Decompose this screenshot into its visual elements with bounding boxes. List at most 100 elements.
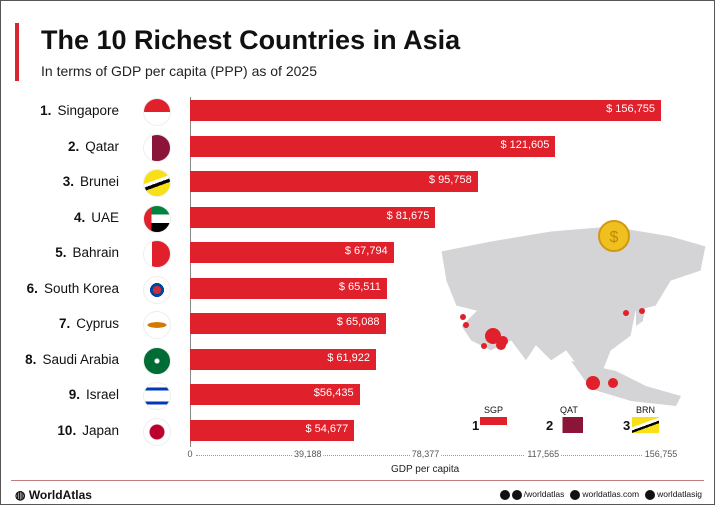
south-korea-flag-icon	[143, 275, 171, 304]
social-links: /worldatlas worldatlas.com worldatlasig	[499, 489, 702, 500]
map-dot-south-korea	[623, 310, 629, 316]
map-dot-israel	[463, 322, 469, 328]
bar-value-label: $56,435	[313, 387, 354, 399]
singapore-flag-icon	[143, 98, 171, 126]
israel-flag-icon	[143, 382, 171, 410]
instagram-icon	[645, 489, 656, 500]
country-label-qatar: 2. Qatar	[68, 139, 119, 154]
country-label-singapore: 1. Singapore	[40, 103, 119, 118]
youtube-icon	[499, 489, 510, 500]
rank-number: 9.	[68, 387, 80, 402]
bar-israel: $56,435	[190, 384, 360, 405]
x-tick-label: 39,188	[291, 449, 324, 459]
map-dot-bahrain	[481, 343, 487, 349]
country-label-uae: 4. UAE	[74, 210, 119, 225]
country-label-bahrain: 5. Bahrain	[55, 245, 119, 260]
bar-cyprus: $ 65,088	[190, 313, 386, 334]
website-link[interactable]: worldatlas.com	[570, 489, 639, 500]
country-label-saudi-arabia: 8. Saudi Arabia	[25, 352, 119, 367]
legend-code-sgp: SGP	[484, 405, 504, 415]
uae-flag-icon	[143, 204, 171, 233]
qatar-flag-icon	[143, 133, 171, 162]
brunei-flag-icon	[143, 169, 171, 197]
bar-japan: $ 54,677	[190, 419, 355, 441]
bar-saudi-arabia: $ 61,922	[190, 348, 377, 370]
rank-number: 10.	[57, 422, 77, 438]
rank-number: 8.	[25, 351, 37, 367]
brand-name: WorldAtlas	[28, 488, 92, 502]
rank-number: 1.	[40, 103, 52, 118]
footer-divider	[11, 480, 704, 481]
instagram-link[interactable]: worldatlasig	[645, 489, 702, 500]
bar-value-label: $ 61,922	[327, 351, 371, 364]
legend-code-qat: QAT	[560, 405, 578, 415]
cyprus-flag-icon	[143, 311, 171, 339]
country-label-israel: 9. Israel	[69, 387, 119, 402]
brand-logo: ◍ WorldAtlas	[15, 488, 92, 502]
y-axis-line	[190, 97, 191, 447]
bar-value-label: $ 65,511	[338, 280, 381, 293]
country-name: Qatar	[85, 138, 119, 154]
map-dot-saudi	[485, 328, 501, 344]
country-name: South Korea	[43, 280, 119, 296]
japan-flag-icon	[143, 417, 171, 446]
rank-number: 7.	[58, 316, 71, 331]
brunei-flag-icon	[632, 417, 659, 433]
x-tick-label: 78,377	[409, 449, 442, 459]
bar-singapore: $ 156,755	[190, 100, 661, 121]
bar-value-label: $ 156,755	[606, 103, 655, 115]
facebook-link[interactable]: /worldatlas	[499, 489, 564, 500]
bar-brunei: $ 95,758	[190, 171, 478, 192]
country-label-cyprus: 7. Cyprus	[59, 316, 119, 331]
country-name: Brunei	[79, 174, 119, 189]
bar-value-label: $ 65,088	[336, 316, 380, 328]
asia-map: $	[440, 220, 707, 406]
x-tick-label: 117,565	[525, 449, 562, 459]
map-dot-brunei	[608, 378, 618, 388]
x-tick-label: 156,755	[642, 449, 680, 459]
x-axis-label: GDP per capita	[391, 464, 460, 475]
rank-number: 5.	[55, 245, 67, 260]
page-subtitle: In terms of GDP per capita (PPP) as of 2…	[41, 63, 317, 79]
legend-rank-1: 1	[472, 418, 480, 433]
page-title: The 10 Richest Countries in Asia	[41, 25, 461, 55]
x-tick-label: 0	[185, 449, 195, 459]
bar-bahrain: $ 67,794	[190, 242, 394, 263]
saudi-arabia-flag-icon	[143, 346, 171, 375]
country-name: UAE	[91, 209, 119, 225]
instagram-handle: worldatlasig	[657, 489, 702, 499]
country-name: Singapore	[57, 103, 119, 118]
map-dot-uae	[496, 340, 506, 350]
legend-code-brn: BRN	[636, 405, 656, 415]
legend-rank-3: 3	[623, 418, 631, 433]
web-icon	[570, 489, 581, 500]
globe-icon: ◍	[15, 488, 29, 502]
bahrain-flag-icon	[143, 240, 171, 268]
country-name: Saudi Arabia	[42, 351, 119, 367]
bar-value-label: $ 67,794	[344, 245, 388, 257]
country-label-japan: 10. Japan	[57, 423, 119, 438]
rank-number: 6.	[26, 280, 38, 296]
svg-text:$: $	[610, 229, 619, 246]
legend-rank-2: 2	[546, 418, 554, 433]
map-dot-cyprus	[460, 314, 466, 320]
country-name: Japan	[82, 422, 119, 438]
bar-value-label: $ 81,675	[386, 209, 430, 222]
country-label-south-korea: 6. South Korea	[27, 281, 119, 296]
bar-south-korea: $ 65,511	[190, 277, 387, 299]
title-accent	[15, 23, 19, 81]
coin-icon	[598, 220, 630, 252]
map-dot-japan	[639, 308, 645, 314]
bar-uae: $ 81,675	[190, 206, 436, 228]
qatar-flag-icon	[556, 417, 583, 433]
bar-value-label: $ 54,677	[305, 422, 349, 435]
bar-qatar: $ 121,605	[190, 135, 556, 157]
country-name: Cyprus	[76, 316, 119, 331]
bar-value-label: $ 121,605	[500, 138, 550, 151]
country-label-brunei: 3. Brunei	[63, 174, 119, 189]
rank-number: 2.	[67, 138, 80, 154]
website-text: worldatlas.com	[582, 489, 640, 499]
bar-value-label: $ 95,758	[428, 174, 472, 186]
singapore-flag-icon	[480, 417, 507, 433]
